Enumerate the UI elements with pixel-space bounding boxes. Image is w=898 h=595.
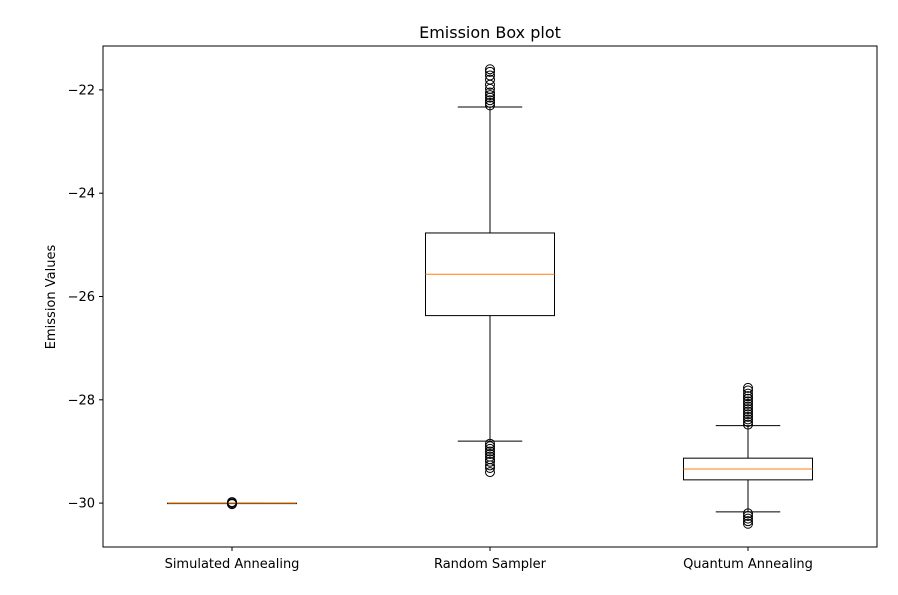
outlier-2-14 [743, 419, 753, 430]
x-tick-label-1: Random Sampler [434, 557, 547, 572]
outlier-1-22 [485, 467, 495, 478]
y-axis-title: Emission Values [44, 245, 59, 350]
outlier-2-12 [743, 414, 753, 425]
outlier-1-16 [485, 449, 495, 460]
outlier-1-14 [485, 443, 495, 454]
outlier-2-6 [743, 398, 753, 409]
outlier-2-8 [743, 404, 753, 415]
outlier-1-7 [485, 90, 495, 101]
x-tick-label-0: Simulated Annealing [165, 557, 300, 572]
y-tick-label-1: −24 [68, 187, 95, 202]
y-tick-label-2: −26 [68, 290, 95, 305]
outlier-2-10 [743, 409, 753, 420]
outlier-1-19 [485, 456, 495, 467]
y-tick-label-4: −30 [68, 497, 95, 512]
outlier-1-20 [485, 460, 495, 471]
x-tick-label-2: Quantum Annealing [683, 557, 813, 572]
y-tick-label-3: −28 [68, 393, 95, 408]
outlier-1-12 [485, 438, 495, 449]
plot-area: −22 −24 −26 −28 −30 Simulated Annealing Random… [68, 45, 878, 572]
outlier-1-6 [485, 87, 495, 98]
outlier-1-8 [485, 92, 495, 103]
outlier-1-15 [485, 446, 495, 457]
outlier-1-11 [485, 100, 495, 111]
outlier-2-2 [743, 388, 753, 399]
outlier-1-10 [485, 97, 495, 108]
outlier-1-4 [485, 79, 495, 90]
outlier-2-9 [743, 406, 753, 417]
outlier-0-3 [227, 499, 237, 510]
outlier-2-4 [743, 393, 753, 404]
outlier-2-19 [743, 518, 753, 529]
outlier-1-0 [485, 64, 495, 75]
outlier-2-1 [743, 385, 753, 396]
outlier-2-7 [743, 401, 753, 412]
outlier-2-18 [743, 516, 753, 527]
outlier-2-13 [743, 417, 753, 428]
outlier-1-1 [485, 66, 495, 77]
outlier-2-5 [743, 396, 753, 407]
outlier-2-15 [743, 508, 753, 519]
outlier-2-17 [743, 513, 753, 524]
outlier-2-11 [743, 411, 753, 422]
outlier-2-0 [743, 382, 753, 393]
y-tick-label-0: −22 [68, 83, 95, 98]
outlier-2-16 [743, 511, 753, 522]
outlier-1-9 [485, 95, 495, 106]
chart-title: Emission Box plot [419, 23, 561, 42]
outlier-2-3 [743, 391, 753, 402]
outlier-1-13 [485, 441, 495, 452]
outlier-1-21 [485, 462, 495, 473]
